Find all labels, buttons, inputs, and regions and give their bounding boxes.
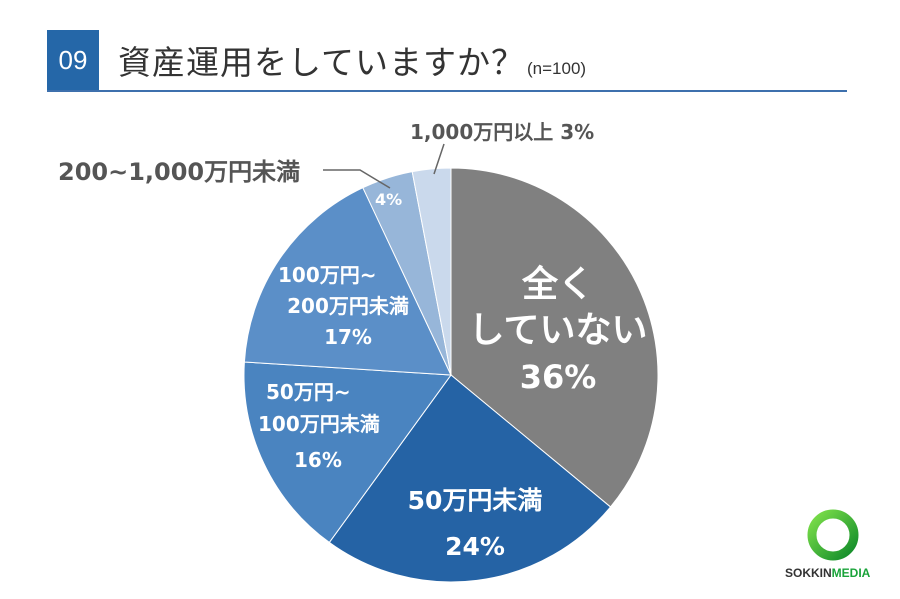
slice-label-200-1000: 4% [375, 190, 403, 209]
page-title: 資産運用をしていますか？ (n=100) [118, 36, 586, 84]
leader-line-200-1000 [323, 169, 391, 189]
ext-label-1000: 1,000万円以上 3% [410, 120, 595, 144]
logo-text: SOKKINMEDIA [785, 566, 870, 580]
ext-label-200-1000: 200~1,000万円未満 [58, 158, 301, 186]
label-line: 200万円未満 [287, 294, 409, 318]
question-number: 09 [47, 30, 99, 90]
leader-line-1000 [433, 143, 445, 175]
logo-part2: MEDIA [831, 566, 871, 580]
title-text: 資産運用をしていますか？ [118, 43, 526, 82]
label-pct: 16% [294, 448, 342, 472]
label-line: 100万円未満 [258, 412, 380, 436]
label-pct: 24% [445, 532, 505, 561]
label-line: 全く [521, 264, 594, 305]
slice-label-100-200: 100万円~ 200万円未満 17% [268, 260, 428, 353]
label-pct: 17% [324, 325, 372, 349]
pie-slice [328, 374, 612, 583]
pie-slice [243, 361, 452, 544]
label-pct: 36% [519, 358, 597, 396]
title-underline [47, 90, 847, 92]
slice-label-under50: 50万円未満 24% [385, 478, 565, 570]
logo-part1: SOKKIN [785, 566, 832, 580]
label-line: 50万円未満 [407, 486, 543, 515]
pie-slice [450, 167, 659, 508]
slice-label-50-100: 50万円~ 100万円未満 16% [258, 376, 408, 476]
label-line: していない [468, 310, 648, 351]
pie-slice [411, 167, 452, 376]
label-line: 50万円~ [266, 380, 351, 404]
sokkin-media-logo-icon [807, 509, 859, 561]
pie-slice [243, 187, 452, 376]
label-line: 100万円~ [278, 263, 377, 287]
sample-size: (n=100) [527, 59, 587, 78]
slice-label-none: 全く していない 36% [458, 262, 658, 400]
